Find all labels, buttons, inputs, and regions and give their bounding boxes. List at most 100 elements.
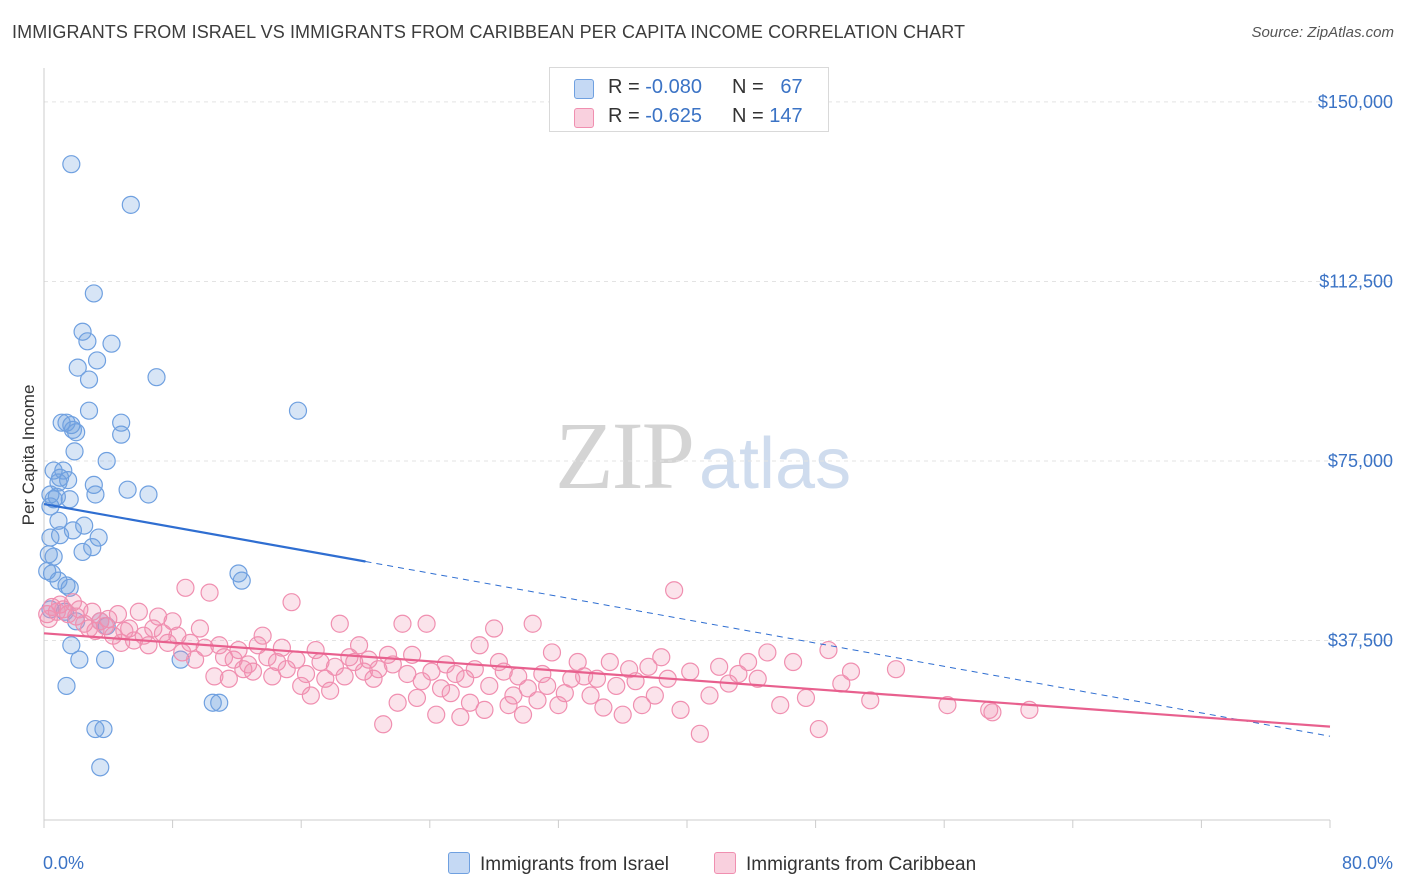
israel-trend-line bbox=[43, 502, 366, 563]
israel-point bbox=[57, 576, 76, 595]
israel-point bbox=[87, 351, 107, 370]
caribbean-point bbox=[861, 691, 880, 710]
israel-point bbox=[97, 451, 116, 471]
israel-point bbox=[60, 578, 79, 597]
caribbean-point bbox=[639, 657, 658, 676]
legend-r-label: R = bbox=[608, 76, 646, 98]
caribbean-point bbox=[613, 705, 632, 724]
caribbean-point bbox=[369, 660, 388, 679]
israel-point bbox=[91, 758, 110, 777]
y-tick-label: $37,500 bbox=[1328, 630, 1393, 650]
israel-point bbox=[94, 719, 113, 739]
caribbean-point bbox=[417, 614, 436, 633]
caribbean-point bbox=[710, 657, 729, 676]
caribbean-point bbox=[645, 686, 664, 705]
caribbean-point bbox=[441, 684, 460, 703]
legend-n-value: 147 bbox=[769, 105, 803, 127]
caribbean-point bbox=[325, 657, 345, 676]
caribbean-point bbox=[748, 669, 767, 688]
axis-labels: $37,500 $75,000 $112,500 $150,000 0.0% 80.0% P… bbox=[19, 92, 1393, 873]
caribbean-point bbox=[195, 638, 214, 657]
caribbean-point bbox=[277, 660, 296, 679]
caribbean-point bbox=[456, 669, 475, 688]
israel-point bbox=[65, 442, 84, 461]
caribbean-point bbox=[690, 724, 709, 743]
caribbean-point bbox=[796, 688, 816, 708]
caribbean-point bbox=[354, 662, 373, 681]
series-legend: Immigrants from Israel Immigrants from C… bbox=[0, 852, 1406, 878]
caribbean-point bbox=[176, 578, 195, 597]
legend-swatch-israel bbox=[448, 852, 470, 874]
caribbean-point bbox=[841, 662, 861, 681]
caribbean-point bbox=[513, 705, 533, 724]
israel-point bbox=[147, 368, 166, 387]
watermark-zip: ZIP bbox=[555, 402, 695, 509]
grid bbox=[44, 101, 1392, 641]
caribbean-point bbox=[272, 638, 292, 657]
caribbean-point bbox=[446, 664, 465, 684]
caribbean-point bbox=[809, 719, 828, 739]
caribbean-point bbox=[632, 696, 652, 715]
caribbean-point bbox=[263, 667, 282, 686]
israel-point bbox=[139, 485, 158, 504]
israel-point bbox=[112, 425, 131, 444]
israel-point bbox=[86, 485, 105, 504]
caribbean-point bbox=[470, 636, 489, 655]
x-tick-label-max: 80.0% bbox=[1342, 853, 1393, 873]
israel-point bbox=[42, 564, 62, 583]
israel-point bbox=[84, 284, 103, 303]
caribbean-point bbox=[108, 605, 128, 624]
caribbean-point bbox=[316, 669, 335, 688]
israel-point bbox=[78, 332, 97, 351]
israel-point bbox=[57, 413, 76, 432]
legend-row-israel: R = -0.080 N = 67 bbox=[550, 72, 828, 102]
x-tick-label-min: 0.0% bbox=[43, 853, 84, 873]
caribbean-point bbox=[581, 686, 600, 705]
caribbean-point bbox=[364, 669, 383, 688]
legend-item-caribbean: Immigrants from Caribbean bbox=[714, 852, 976, 876]
axes bbox=[43, 68, 1331, 828]
caribbean-point bbox=[480, 676, 499, 696]
caribbean-point bbox=[518, 679, 537, 698]
y-tick-label: $75,000 bbox=[1328, 451, 1393, 471]
caribbean-point bbox=[99, 609, 118, 629]
caribbean-trend-line bbox=[43, 632, 1331, 728]
israel-point bbox=[57, 676, 76, 696]
caribbean-point bbox=[671, 700, 690, 719]
caribbean-point bbox=[771, 696, 790, 715]
israel-point bbox=[62, 155, 81, 174]
caribbean-point bbox=[652, 648, 671, 667]
caribbean-point bbox=[938, 696, 957, 715]
caribbean-point bbox=[359, 650, 378, 669]
caribbean-point bbox=[335, 667, 354, 686]
israel-point bbox=[73, 322, 92, 341]
caribbean-point bbox=[700, 686, 719, 705]
legend-r-label: R = bbox=[608, 105, 646, 127]
israel-point bbox=[68, 358, 87, 377]
israel-point bbox=[95, 650, 115, 669]
caribbean-point bbox=[321, 681, 340, 700]
legend-r-value: -0.080 bbox=[645, 76, 702, 98]
caribbean-point bbox=[600, 652, 619, 672]
caribbean-point bbox=[499, 696, 518, 715]
caribbean-point bbox=[120, 619, 139, 638]
israel-point bbox=[102, 334, 121, 353]
caribbean-point bbox=[886, 660, 906, 679]
correlation-legend: R = -0.080 N = 67 R = -0.625 N = 147 bbox=[549, 67, 829, 132]
caribbean-point bbox=[451, 707, 470, 727]
caribbean-point bbox=[436, 655, 455, 674]
caribbean-point bbox=[528, 691, 547, 710]
legend-label-israel: Immigrants from Israel bbox=[480, 854, 669, 875]
israel-point bbox=[44, 461, 63, 480]
caribbean-point bbox=[607, 676, 626, 696]
caribbean-point bbox=[427, 705, 446, 724]
caribbean-point bbox=[149, 607, 168, 626]
legend-item-israel: Immigrants from Israel bbox=[448, 852, 669, 876]
caribbean-point bbox=[738, 652, 758, 672]
caribbean-point bbox=[139, 636, 158, 655]
caribbean-point bbox=[129, 602, 148, 621]
caribbean-point bbox=[349, 636, 369, 655]
legend-label-caribbean: Immigrants from Caribbean bbox=[746, 854, 977, 875]
legend-n-value: 67 bbox=[780, 76, 803, 98]
